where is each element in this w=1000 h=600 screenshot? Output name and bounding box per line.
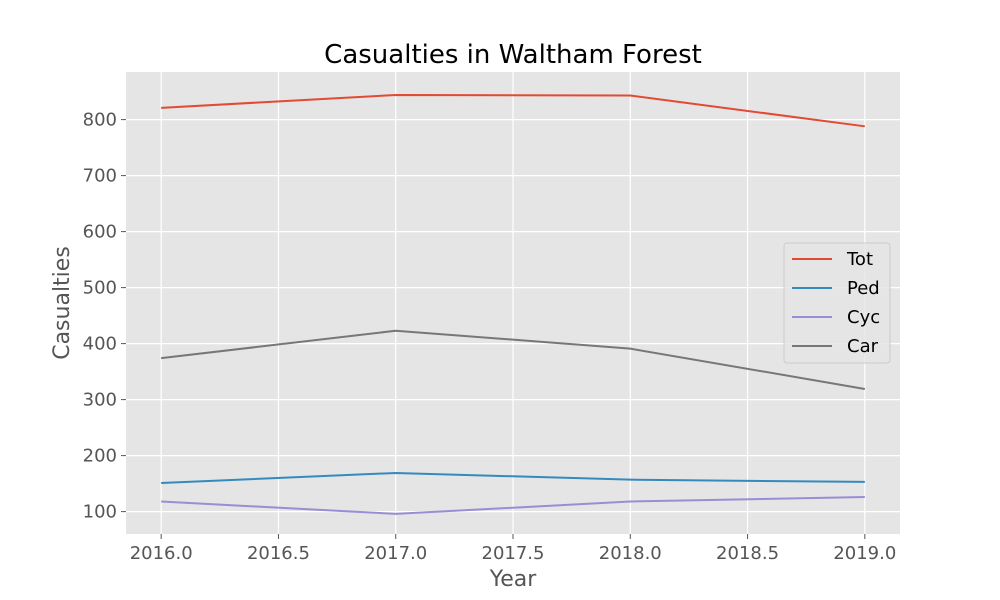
y-axis-ticks: 100 200 300 400 500 600 700 800 (83, 110, 126, 523)
x-tick-label: 2018.0 (599, 543, 662, 564)
x-axis-label: Year (489, 567, 538, 592)
legend-box (783, 242, 891, 364)
series-lines (161, 93, 865, 515)
y-tick-label: 800 (83, 110, 117, 131)
x-tick-label: 2016.0 (130, 543, 193, 564)
series-line-cyc (161, 496, 865, 515)
y-tick-label: 600 (83, 222, 117, 243)
series-line-tot (161, 93, 865, 128)
legend-label-ped: Ped (847, 278, 880, 299)
y-gridlines (126, 118, 900, 513)
legend-label-car: Car (847, 336, 879, 357)
x-gridlines (160, 72, 866, 534)
y-axis-label: Casualties (50, 246, 75, 360)
x-tick-label: 2016.5 (247, 543, 310, 564)
legend-label-cyc: Cyc (847, 307, 880, 328)
x-tick-label: 2018.5 (716, 543, 779, 564)
series-line-car (161, 329, 865, 390)
x-tick-label: 2019.0 (833, 543, 896, 564)
chart-title: Casualties in Waltham Forest (324, 40, 702, 70)
y-tick-label: 700 (83, 166, 117, 187)
series-line-ped (161, 471, 865, 485)
legend-label-tot: Tot (846, 249, 873, 270)
y-tick-label: 300 (83, 390, 117, 411)
x-axis-ticks: 2016.0 2016.5 2017.0 2017.5 2018.0 2018.5 2019… (130, 534, 896, 564)
legend: Tot Ped Cyc Car (783, 242, 891, 364)
y-tick-label: 100 (83, 502, 117, 523)
y-tick-label: 200 (83, 446, 117, 467)
x-tick-label: 2017.0 (364, 543, 427, 564)
y-tick-label: 500 (83, 278, 117, 299)
y-tick-label: 400 (83, 334, 117, 355)
x-tick-label: 2017.5 (482, 543, 545, 564)
